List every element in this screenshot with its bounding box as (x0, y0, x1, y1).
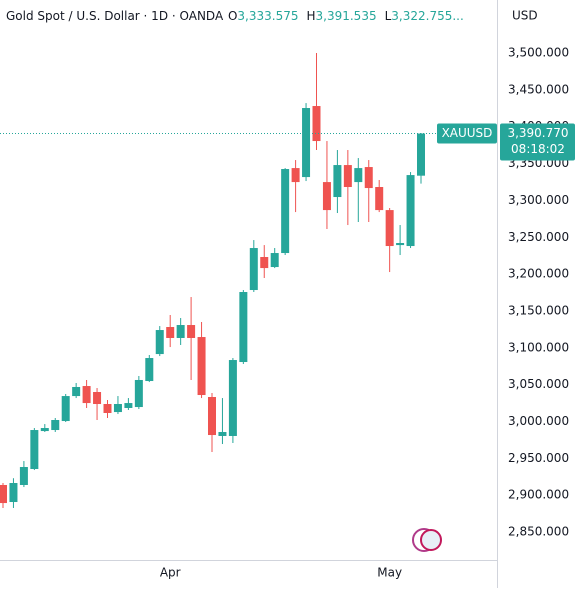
candle-body (30, 430, 39, 469)
candle-body (197, 337, 206, 396)
candle-body (333, 165, 342, 198)
candle-body (343, 165, 352, 188)
candle-body (249, 248, 258, 291)
candle-body (61, 396, 70, 422)
ohlc-value: 3,333.575 (237, 9, 298, 23)
candle-body (218, 432, 227, 436)
symbol-tag (437, 123, 497, 144)
price-tag (500, 123, 575, 161)
candle-body (40, 428, 49, 432)
y-tick-label: 2,900.000 (508, 488, 569, 502)
y-tick-label: 3,300.000 (508, 193, 569, 207)
countdown-text: 08:18:02 (511, 142, 565, 156)
candle-body (72, 386, 81, 397)
candle-body (396, 243, 405, 246)
candle-body (113, 404, 122, 413)
y-tick-label: 3,450.000 (508, 82, 569, 96)
candle-body (281, 169, 290, 254)
candle-body (93, 392, 102, 405)
candle-body (82, 386, 91, 404)
candle-body (155, 330, 164, 355)
candle-body (406, 175, 415, 247)
candle-body (312, 106, 321, 142)
candle-body (166, 327, 175, 338)
candle-body (145, 358, 154, 382)
x-tick-label: Apr (160, 566, 181, 580)
icon-flag (420, 529, 442, 551)
candle-body (208, 397, 216, 436)
ohlc-key: H (306, 9, 315, 23)
candle-body (364, 167, 373, 189)
candle-body (0, 484, 7, 504)
currency-label: USD (512, 9, 538, 23)
candle-body (417, 133, 425, 176)
candle-body (51, 420, 60, 431)
y-tick-label: 3,100.000 (508, 340, 569, 354)
candle-body (270, 253, 279, 268)
y-tick-label: 2,850.000 (508, 525, 569, 539)
y-tick-label: 3,050.000 (508, 377, 569, 391)
y-tick-label: 3,000.000 (508, 414, 569, 428)
flag-icon (412, 528, 442, 552)
y-tick-label: 3,200.000 (508, 267, 569, 281)
candle-body (103, 404, 112, 413)
x-tick-label: May (377, 566, 402, 580)
ohlc-key: L (385, 9, 392, 23)
candle-body (239, 292, 248, 363)
candle-body (19, 467, 28, 485)
candle-body (228, 360, 237, 436)
candle-body (291, 168, 300, 183)
candle-body (176, 325, 185, 338)
candle-body (322, 182, 331, 211)
candle-body (302, 108, 311, 178)
header: Gold Spot / U.S. Dollar · 1D · OANDA O3,3… (6, 9, 464, 23)
candle-body (260, 257, 269, 269)
candle-body (9, 483, 18, 503)
ohlc-value: 3,322.755... (391, 9, 464, 23)
candle-body (124, 403, 133, 408)
ohlc-key: O (228, 9, 237, 23)
candle-body (354, 168, 363, 183)
symbol-tag-text: XAUUSD (442, 126, 493, 140)
price-tag-text: 3,390.770 (507, 126, 568, 140)
y-tick-label: 3,250.000 (508, 230, 569, 244)
symbol-name: Gold Spot / U.S. Dollar · 1D · OANDA (6, 9, 224, 23)
candle-body (187, 325, 196, 338)
y-tick-label: 3,150.000 (508, 303, 569, 317)
candle-body (385, 210, 394, 247)
ohlc-value: 3,391.535 (316, 9, 377, 23)
y-tick-label: 3,500.000 (508, 46, 569, 60)
y-tick-label: 2,950.000 (508, 451, 569, 465)
candle-body (134, 379, 143, 408)
candle-body (375, 187, 384, 211)
